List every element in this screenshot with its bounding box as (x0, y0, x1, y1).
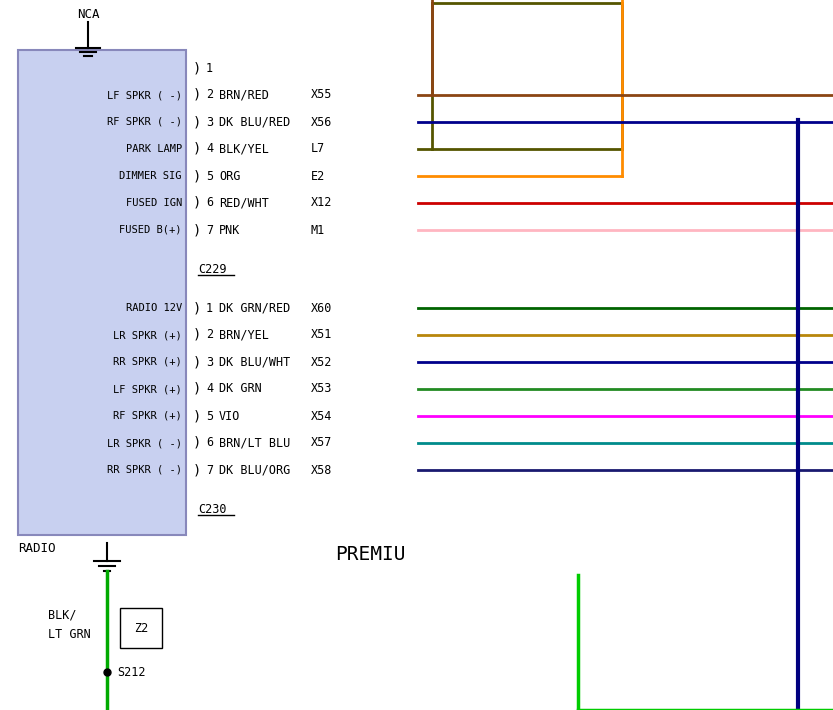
Text: ): ) (193, 115, 202, 129)
Text: VIO: VIO (219, 410, 241, 422)
Text: DK GRN: DK GRN (219, 383, 262, 395)
Text: ): ) (193, 88, 202, 102)
Text: X55: X55 (311, 89, 332, 102)
Text: DK GRN/RED: DK GRN/RED (219, 302, 290, 315)
Text: LF SPKR (+): LF SPKR (+) (113, 384, 182, 394)
Text: FUSED B(+): FUSED B(+) (119, 225, 182, 235)
Text: ): ) (193, 196, 202, 210)
Text: BLK/YEL: BLK/YEL (219, 143, 269, 155)
Bar (120, 608, 162, 648)
Text: LT GRN: LT GRN (48, 628, 91, 642)
Text: S212: S212 (117, 665, 146, 679)
Text: PREMIU: PREMIU (335, 545, 405, 564)
Text: DK BLU/WHT: DK BLU/WHT (219, 356, 290, 368)
Text: X56: X56 (311, 116, 332, 129)
Text: M1: M1 (311, 224, 325, 236)
Text: LR SPKR ( -): LR SPKR ( -) (107, 438, 182, 448)
Text: RR SPKR (+): RR SPKR (+) (113, 357, 182, 367)
Text: X12: X12 (311, 197, 332, 209)
Text: PARK LAMP: PARK LAMP (126, 144, 182, 154)
Text: L7: L7 (311, 143, 325, 155)
Text: 2: 2 (206, 89, 213, 102)
Text: ): ) (193, 223, 202, 237)
Text: LF SPKR ( -): LF SPKR ( -) (107, 90, 182, 100)
Text: ): ) (193, 328, 202, 342)
Text: C230: C230 (198, 503, 227, 516)
Text: DIMMER SIG: DIMMER SIG (119, 171, 182, 181)
Text: ): ) (193, 382, 202, 396)
Text: RF SPKR (+): RF SPKR (+) (113, 411, 182, 421)
Text: X58: X58 (311, 464, 332, 476)
Text: DK BLU/ORG: DK BLU/ORG (219, 464, 290, 476)
Text: X57: X57 (311, 437, 332, 449)
Text: X52: X52 (311, 356, 332, 368)
Text: X51: X51 (311, 329, 332, 342)
Text: RED/WHT: RED/WHT (219, 197, 269, 209)
Text: RADIO 12V: RADIO 12V (126, 303, 182, 313)
Text: ORG: ORG (219, 170, 241, 182)
Text: X53: X53 (311, 383, 332, 395)
Text: 7: 7 (206, 464, 213, 476)
Text: FUSED IGN: FUSED IGN (126, 198, 182, 208)
Text: X54: X54 (311, 410, 332, 422)
Text: 1: 1 (206, 302, 213, 315)
Text: C229: C229 (198, 263, 227, 276)
Text: 3: 3 (206, 116, 213, 129)
Text: 2: 2 (206, 329, 213, 342)
Text: 7: 7 (206, 224, 213, 236)
Text: 4: 4 (206, 143, 213, 155)
Text: 3: 3 (206, 356, 213, 368)
Bar (18, 50, 186, 535)
Text: LR SPKR (+): LR SPKR (+) (113, 330, 182, 340)
Text: RF SPKR ( -): RF SPKR ( -) (107, 117, 182, 127)
Text: ): ) (193, 142, 202, 156)
Text: ): ) (193, 61, 202, 75)
Text: ): ) (193, 355, 202, 369)
Text: ): ) (193, 301, 202, 315)
Text: RR SPKR ( -): RR SPKR ( -) (107, 465, 182, 475)
Text: 6: 6 (206, 437, 213, 449)
Text: RADIO: RADIO (18, 542, 56, 555)
Text: 1: 1 (206, 62, 213, 75)
Text: NCA: NCA (77, 9, 99, 21)
Text: ): ) (193, 436, 202, 450)
Text: ): ) (193, 463, 202, 477)
Text: 5: 5 (206, 410, 213, 422)
Text: BRN/YEL: BRN/YEL (219, 329, 269, 342)
Text: 4: 4 (206, 383, 213, 395)
Text: BRN/RED: BRN/RED (219, 89, 269, 102)
Text: 6: 6 (206, 197, 213, 209)
Text: ): ) (193, 169, 202, 183)
Text: BLK/: BLK/ (48, 608, 77, 621)
Text: X60: X60 (311, 302, 332, 315)
Text: 5: 5 (206, 170, 213, 182)
Text: DK BLU/RED: DK BLU/RED (219, 116, 290, 129)
Text: ): ) (193, 409, 202, 423)
Text: Z2: Z2 (134, 621, 148, 635)
Text: E2: E2 (311, 170, 325, 182)
Text: PNK: PNK (219, 224, 241, 236)
Text: BRN/LT BLU: BRN/LT BLU (219, 437, 290, 449)
